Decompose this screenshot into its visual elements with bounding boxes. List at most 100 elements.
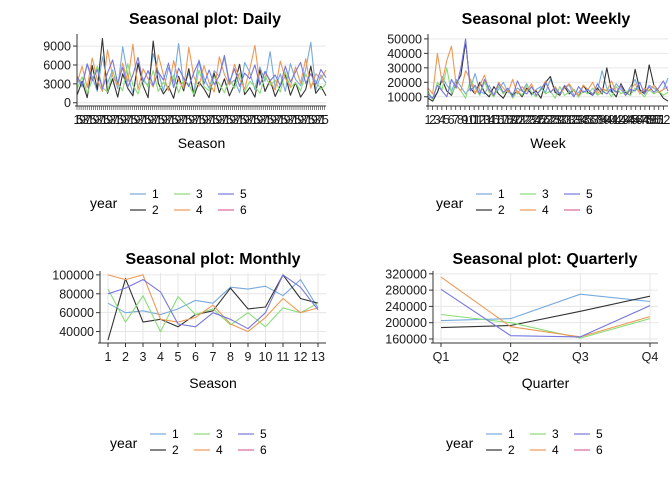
x-tick-label: 5: [90, 113, 97, 127]
x-tick-label: 7: [235, 113, 242, 127]
x-tick-label: 34: [573, 113, 587, 127]
x-tick-label: 7: [316, 113, 323, 127]
x-tick-label: 11: [277, 350, 290, 364]
x-tick-label: 9: [229, 113, 236, 127]
x-tick-label: 9: [297, 113, 304, 127]
legend-label-year-3: 3: [552, 427, 559, 441]
x-tick-label: 41: [606, 113, 620, 127]
y-tick-label: 60000: [59, 306, 94, 320]
x-tick-label: 37: [587, 113, 601, 127]
x-tick-label: 8: [227, 350, 234, 364]
x-tick-label: 27: [541, 113, 555, 127]
y-tick-label: 100000: [52, 268, 94, 282]
x-tick-label: 21: [513, 113, 527, 127]
legend-label-year-6: 6: [260, 443, 267, 457]
x-tick-label: 3: [286, 113, 293, 127]
x-tick-label: 30: [555, 113, 569, 127]
y-tick-label: 9000: [43, 40, 71, 54]
legend-label-year-2: 2: [498, 203, 505, 217]
legend-label-year-5: 5: [240, 187, 247, 201]
x-tick-label: 22: [518, 113, 532, 127]
x-tick-label: 7: [210, 350, 217, 364]
y-tick-label: 200000: [385, 316, 427, 330]
legend: year 1 2 3 4 5 6: [436, 187, 593, 217]
series-line-year-5: [427, 38, 669, 99]
x-tick-label: 9: [256, 113, 263, 127]
x-tick-label: 3: [314, 113, 321, 127]
x-tick-label: 51: [652, 113, 666, 127]
chart-title: Seasonal plot: Quarterly: [453, 251, 638, 268]
chart-panel-4: 160000 200000 240000 280000 320000 Q1 Q2 Q3 Q4 Se…: [385, 251, 658, 457]
legend-label-year-4: 4: [196, 203, 203, 217]
chart-title: Seasonal plot: Daily: [129, 11, 281, 28]
x-tick-label: 1: [319, 113, 326, 127]
y-tick-label: 160000: [385, 332, 427, 346]
x-tick-label: 48: [638, 113, 652, 127]
x-tick-label: 1: [142, 113, 149, 127]
x-tick-label: 9: [161, 113, 168, 127]
x-tick-label: 18: [500, 113, 514, 127]
x-tick-label: 5: [226, 113, 233, 127]
x-tick-label: 7: [262, 113, 269, 127]
legend: year 1 2 3 4 5 6: [446, 427, 603, 457]
x-tick-label: 1: [278, 113, 285, 127]
legend-label-year-4: 4: [552, 443, 559, 457]
x-tick-label: 7: [125, 113, 132, 127]
x-tick-label: 49: [643, 113, 657, 127]
x-tick-label: 3: [177, 113, 184, 127]
x-tick-label: 12: [294, 350, 308, 364]
x-tick-label: 1: [105, 350, 112, 364]
legend-label-year-3: 3: [196, 187, 203, 201]
x-tick-label: 5: [144, 113, 151, 127]
legend-title: year: [436, 195, 464, 211]
x-tick-label: 3: [82, 113, 89, 127]
series-group: [427, 38, 669, 102]
x-tick-label: 1: [265, 113, 272, 127]
x-tick-label: 26: [536, 113, 550, 127]
x-tick-label: 8: [457, 113, 464, 127]
x-tick-label: 7: [166, 113, 173, 127]
x-tick-labels-dense: 1593715937159371593715937159371593715937…: [74, 106, 329, 127]
series-line-year-1: [440, 293, 651, 322]
x-tick-label: 3: [150, 113, 157, 127]
x-tick-label: 29: [550, 113, 564, 127]
series-line-year-4: [107, 274, 319, 333]
legend-label-year-3: 3: [216, 427, 223, 441]
legend-label-year-4: 4: [542, 203, 549, 217]
x-tick-label: 3: [232, 113, 239, 127]
legend-label-year-1: 1: [508, 427, 515, 441]
x-tick-label: 11: [468, 113, 481, 127]
x-tick-label: 9: [311, 113, 318, 127]
x-tick-label: 19: [504, 113, 518, 127]
y-tick-label: 6000: [43, 58, 71, 72]
x-tick-label: 1: [183, 113, 190, 127]
x-tick-label: 1: [74, 113, 81, 127]
x-tick-label: 14: [481, 113, 495, 127]
x-tick-label: Q1: [433, 350, 450, 364]
x-tick-label: 1: [169, 113, 176, 127]
x-tick-label: 1: [224, 113, 231, 127]
chart-panel-1: 0300060009000159371593715937159371593715…: [43, 11, 329, 217]
series-group: [76, 37, 327, 99]
series-line-year-5: [440, 288, 651, 338]
x-tick-label: 47: [633, 113, 647, 127]
chart-title: Seasonal plot: Monthly: [125, 251, 300, 268]
x-tick-label: 3: [136, 113, 143, 127]
series-group: [107, 274, 319, 341]
x-tick-label: 23: [523, 113, 537, 127]
x-tick-label: 43: [615, 113, 629, 127]
x-tick-label: 1: [114, 113, 121, 127]
legend: year 1 2 3 4 5 6: [110, 427, 267, 457]
y-tick-label: 10000: [387, 90, 422, 104]
x-tick-label: 1: [292, 113, 299, 127]
x-tick-label: 17: [495, 113, 509, 127]
x-tick-label: 5: [199, 113, 206, 127]
x-tick-label: 38: [592, 113, 606, 127]
x-tick-label: 9: [243, 113, 250, 127]
y-tick-label: 80000: [59, 287, 94, 301]
x-tick-label: 39: [596, 113, 610, 127]
x-tick-label: 5: [254, 113, 261, 127]
x-axis-label: Week: [530, 135, 567, 151]
y-tick-label: 240000: [385, 300, 427, 314]
x-tick-label: 12: [472, 113, 486, 127]
